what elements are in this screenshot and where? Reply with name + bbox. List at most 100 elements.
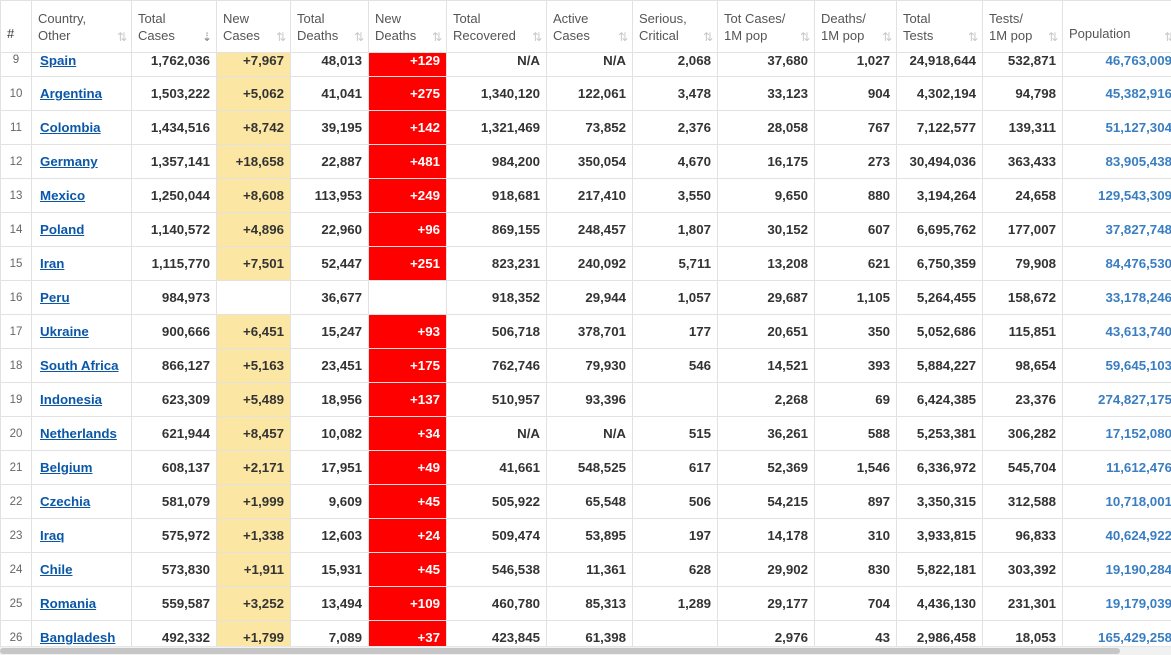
- country-link[interactable]: Ukraine: [40, 324, 89, 339]
- cell-total-tests: 6,336,972: [896, 450, 983, 485]
- sort-icon[interactable]: ⇅: [1047, 30, 1058, 44]
- header-total-tests[interactable]: Total Tests ⇅: [896, 0, 983, 53]
- cell-tests-1m: 79,908: [982, 246, 1063, 281]
- population-link[interactable]: 33,178,246: [1105, 290, 1171, 305]
- population-link[interactable]: 45,382,916: [1105, 86, 1171, 101]
- scrollbar-thumb[interactable]: [0, 648, 1120, 654]
- sort-icon[interactable]: ⇅: [702, 30, 713, 44]
- header-active-cases[interactable]: Active Cases ⇅: [546, 0, 633, 53]
- sort-icon[interactable]: ⇅: [275, 30, 286, 44]
- country-link[interactable]: Netherlands: [40, 426, 117, 441]
- sort-icon[interactable]: ⇅: [799, 30, 810, 44]
- population-link[interactable]: 274,827,175: [1098, 392, 1171, 407]
- table-row: 19 Indonesia 623,309 +5,489 18,956 +137 510,95…: [0, 382, 1171, 417]
- header-label: Total Deaths: [297, 10, 368, 44]
- population-link[interactable]: 37,827,748: [1105, 222, 1171, 237]
- cell-tot-cases-1m: 29,177: [717, 586, 815, 621]
- header-total-deaths[interactable]: Total Deaths ⇅: [290, 0, 369, 53]
- population-link[interactable]: 59,645,103: [1105, 358, 1171, 373]
- population-link[interactable]: 19,190,284: [1105, 562, 1171, 577]
- header-serious[interactable]: Serious, Critical ⇅: [632, 0, 718, 53]
- sort-icon[interactable]: ⇅: [1163, 30, 1171, 44]
- cell-population: 165,429,258: [1062, 620, 1171, 646]
- population-link[interactable]: 165,429,258: [1098, 630, 1171, 645]
- population-link[interactable]: 19,179,039: [1105, 596, 1171, 611]
- cell-num: 24: [0, 552, 32, 587]
- sort-icon[interactable]: ⇅: [967, 30, 978, 44]
- country-link[interactable]: Peru: [40, 290, 70, 305]
- cell-deaths-1m: 904: [814, 76, 897, 111]
- country-link[interactable]: Belgium: [40, 460, 93, 475]
- country-link[interactable]: Bangladesh: [40, 630, 116, 645]
- population-link[interactable]: 40,624,922: [1105, 528, 1171, 543]
- country-link[interactable]: Poland: [40, 222, 85, 237]
- cell-total-recovered: 505,922: [446, 484, 547, 519]
- header-deaths-1m[interactable]: Deaths/1M pop ⇅: [814, 0, 897, 53]
- population-link[interactable]: 129,543,309: [1098, 188, 1171, 203]
- cell-new-deaths: +45: [368, 552, 447, 587]
- country-link[interactable]: Iran: [40, 256, 65, 271]
- country-link[interactable]: Mexico: [40, 188, 86, 203]
- country-link[interactable]: Romania: [40, 596, 97, 611]
- cell-tot-cases-1m: 2,268: [717, 382, 815, 417]
- country-link[interactable]: Chile: [40, 562, 73, 577]
- header-label: Tot Cases/1M pop: [724, 10, 814, 44]
- population-link[interactable]: 46,763,009: [1105, 53, 1171, 68]
- country-link[interactable]: Indonesia: [40, 392, 103, 407]
- population-link[interactable]: 10,718,001: [1105, 494, 1171, 509]
- cell-new-cases: +1,911: [216, 552, 291, 587]
- header-num[interactable]: #: [0, 0, 32, 53]
- cell-total-cases: 581,079: [131, 484, 217, 519]
- population-link[interactable]: 84,476,530: [1105, 256, 1171, 271]
- country-link[interactable]: Czechia: [40, 494, 91, 509]
- header-country[interactable]: Country, Other ⇅: [31, 0, 132, 53]
- country-link[interactable]: Colombia: [40, 120, 101, 135]
- cell-num: 13: [0, 178, 32, 213]
- header-label-line2: Deaths: [297, 27, 339, 43]
- cell-tests-1m: 115,851: [982, 314, 1063, 349]
- horizontal-scrollbar[interactable]: [0, 646, 1171, 655]
- country-link[interactable]: South Africa: [40, 358, 119, 373]
- sort-icon[interactable]: ⇅: [531, 30, 542, 44]
- header-new-deaths[interactable]: New Deaths ⇅: [368, 0, 447, 53]
- sort-icon[interactable]: ⇣: [201, 30, 212, 44]
- cell-tot-cases-1m: 14,178: [717, 518, 815, 553]
- header-tests-1m[interactable]: Tests/1M pop ⇅: [982, 0, 1063, 53]
- sort-icon[interactable]: ⇅: [617, 30, 628, 44]
- sort-icon[interactable]: ⇅: [116, 30, 127, 44]
- country-link[interactable]: Germany: [40, 154, 98, 169]
- cell-new-cases: +5,062: [216, 76, 291, 111]
- sort-icon[interactable]: ⇅: [353, 30, 364, 44]
- header-total-cases[interactable]: Total Cases ⇣: [131, 0, 217, 53]
- sort-icon[interactable]: ⇅: [881, 30, 892, 44]
- cell-country: Germany: [31, 144, 132, 179]
- cell-serious: [632, 620, 718, 646]
- cell-total-recovered: 460,780: [446, 586, 547, 621]
- cell-total-cases: 623,309: [131, 382, 217, 417]
- cell-num: 23: [0, 518, 32, 553]
- header-population[interactable]: Population ⇅: [1062, 0, 1171, 53]
- header-label-line1: Population: [1069, 26, 1131, 41]
- cell-total-cases: 573,830: [131, 552, 217, 587]
- population-link[interactable]: 43,613,740: [1105, 324, 1171, 339]
- cell-num: 10: [0, 76, 32, 111]
- country-link[interactable]: Iraq: [40, 528, 65, 543]
- cell-serious: 5,711: [632, 246, 718, 281]
- cell-tests-1m: 363,433: [982, 144, 1063, 179]
- header-tot-cases-1m[interactable]: Tot Cases/1M pop ⇅: [717, 0, 815, 53]
- country-link[interactable]: Spain: [40, 53, 77, 68]
- header-total-recovered[interactable]: Total Recovered ⇅: [446, 0, 547, 53]
- cell-num: 25: [0, 586, 32, 621]
- country-link[interactable]: Argentina: [40, 86, 103, 101]
- cell-country: South Africa: [31, 348, 132, 383]
- population-link[interactable]: 83,905,438: [1105, 154, 1171, 169]
- sort-icon[interactable]: ⇅: [431, 30, 442, 44]
- population-link[interactable]: 51,127,304: [1105, 120, 1171, 135]
- population-link[interactable]: 17,152,080: [1105, 426, 1171, 441]
- cell-new-cases: +2,171: [216, 450, 291, 485]
- cell-num: 9: [0, 52, 32, 77]
- header-new-cases[interactable]: New Cases ⇅: [216, 0, 291, 53]
- table-row: 21 Belgium 608,137 +2,171 17,951 +49 41,661 548…: [0, 450, 1171, 485]
- population-link[interactable]: 11,612,476: [1106, 460, 1171, 475]
- cell-total-deaths: 15,247: [290, 314, 369, 349]
